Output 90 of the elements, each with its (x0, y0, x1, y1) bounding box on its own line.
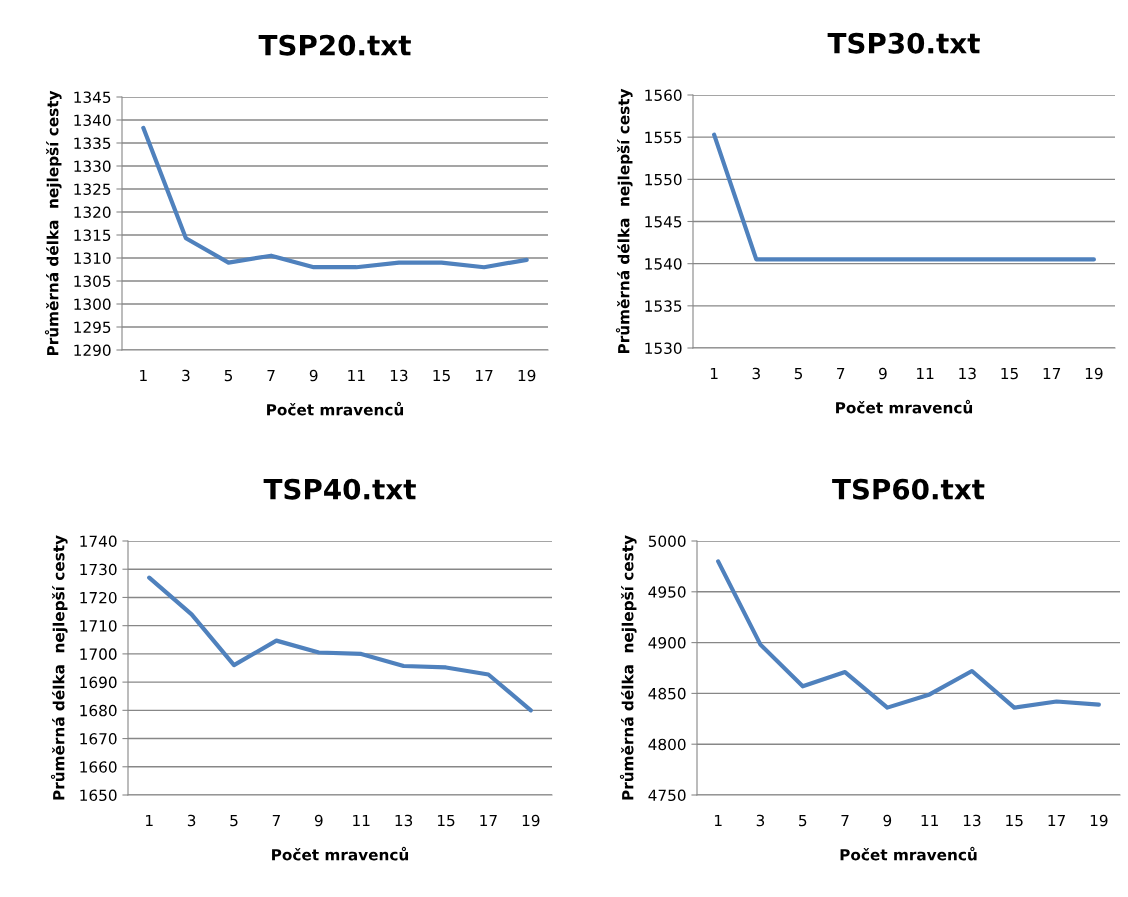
x-axis-title: Počet mravenců (267, 401, 404, 416)
x-tick-label: 13 (963, 814, 981, 827)
x-tick-label: 17 (480, 814, 497, 827)
x-tick-label: 17 (476, 369, 493, 382)
y-tick-label: 1690 (80, 676, 117, 689)
y-tick-label: 1730 (80, 563, 117, 576)
y-tick-label: 5000 (648, 535, 686, 548)
y-tick-label: 1290 (74, 344, 111, 357)
y-axis-title: Průměrná délka nejlepší cesty (50, 535, 68, 800)
y-tick-label: 1550 (645, 173, 682, 186)
y-tick-label: 1295 (74, 321, 111, 334)
x-tick-label: 9 (879, 367, 887, 380)
x-tick-label: 15 (1006, 814, 1023, 827)
x-tick-label: 11 (917, 367, 934, 380)
x-axis-title: Počet mravenců (272, 846, 409, 861)
y-tick-label: 1700 (80, 648, 117, 660)
x-tick-label: 11 (921, 814, 938, 827)
x-tick-label: 5 (799, 814, 807, 827)
y-tick-label: 1340 (74, 114, 111, 127)
x-tick-label: 7 (272, 814, 280, 827)
chart-title: TSP20.txt (258, 34, 411, 56)
y-axis-title: Průměrná délka nejlepší cesty (615, 88, 633, 354)
y-tick-label: 4800 (648, 738, 686, 751)
y-tick-label: 1670 (80, 733, 117, 745)
y-tick-label: 4750 (648, 789, 686, 802)
x-tick-label: 7 (267, 369, 275, 382)
x-tick-label: 1 (146, 814, 153, 827)
x-tick-label: 1 (710, 367, 718, 380)
x-tick-label: 15 (433, 369, 450, 382)
x-tick-label: 7 (841, 814, 849, 827)
x-tick-label: 5 (794, 367, 803, 380)
y-tick-label: 1345 (74, 91, 111, 104)
y-axis-title: Průměrná délka nejlepší cesty (619, 535, 637, 800)
x-tick-label: 9 (883, 814, 892, 827)
y-tick-label: 1660 (80, 761, 117, 773)
y-tick-label: 1560 (645, 89, 682, 102)
line-series (141, 125, 529, 270)
x-tick-label: 1 (714, 814, 722, 827)
x-tick-label: 19 (1090, 814, 1108, 827)
x-tick-label: 3 (182, 369, 190, 382)
x-axis-title: Počet mravenců (836, 399, 973, 414)
y-tick-label: 4850 (648, 687, 686, 700)
y-tick-label: 1740 (80, 535, 117, 548)
y-tick-label: 1330 (74, 160, 111, 173)
chart-title: TSP30.txt (827, 32, 980, 54)
y-tick-label: 1680 (80, 704, 117, 717)
y-tick-label: 1555 (645, 131, 682, 144)
x-tick-label: 13 (395, 814, 413, 827)
y-tick-label: 1540 (645, 258, 682, 270)
chart-title: TSP60.txt (832, 478, 985, 500)
y-tick-label: 1320 (74, 206, 111, 219)
x-tick-label: 15 (437, 814, 455, 827)
line-series (716, 559, 1101, 710)
y-tick-label: 1650 (80, 789, 117, 802)
y-tick-label: 1720 (80, 591, 117, 604)
x-tick-label: 13 (390, 369, 408, 382)
y-tick-label: 4950 (648, 586, 686, 598)
y-tick-label: 1305 (74, 275, 111, 288)
x-tick-label: 5 (224, 369, 233, 382)
x-tick-label: 7 (837, 367, 845, 380)
x-tick-label: 11 (353, 814, 370, 827)
x-tick-label: 5 (230, 814, 238, 827)
x-tick-label: 11 (348, 369, 365, 382)
y-tick-label: 1325 (74, 183, 111, 196)
y-tick-label: 1335 (74, 137, 111, 150)
y-tick-label: 1710 (80, 620, 117, 632)
x-tick-label: 17 (1043, 367, 1061, 380)
x-tick-label: 9 (314, 814, 323, 827)
x-tick-label: 19 (522, 814, 540, 827)
x-tick-label: 3 (756, 814, 765, 827)
x-tick-label: 19 (1085, 367, 1103, 380)
x-tick-label: 3 (752, 367, 760, 380)
y-tick-label: 1545 (645, 216, 682, 228)
x-tick-label: 13 (959, 367, 976, 380)
x-tick-label: 17 (1048, 814, 1065, 827)
y-tick-label: 4900 (648, 637, 686, 649)
y-tick-label: 1535 (645, 300, 682, 312)
x-tick-label: 19 (518, 369, 536, 382)
x-tick-label: 9 (309, 369, 318, 382)
y-tick-label: 1300 (74, 298, 111, 311)
y-tick-label: 1315 (74, 229, 111, 242)
x-tick-label: 15 (1001, 367, 1018, 380)
x-tick-label: 1 (140, 369, 147, 382)
y-tick-label: 1310 (74, 252, 111, 265)
x-tick-label: 3 (187, 814, 196, 827)
y-axis-title: Průměrná délka nejlepší cesty (44, 90, 62, 356)
chart-title: TSP40.txt (263, 478, 416, 500)
line-series (147, 575, 533, 713)
x-axis-title: Počet mravenců (840, 846, 977, 861)
y-tick-label: 1530 (645, 342, 682, 355)
